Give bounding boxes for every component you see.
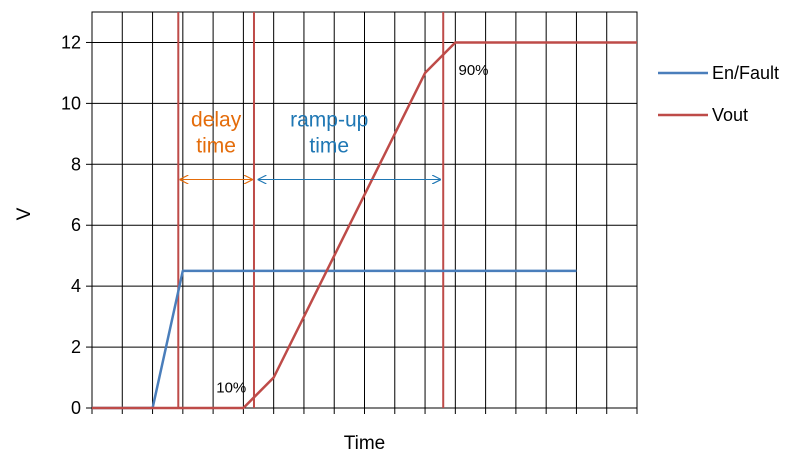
legend-label-vout: Vout <box>712 105 748 125</box>
delay-time-label-line2: time <box>196 135 236 158</box>
annotations: delay time ramp-up time 10% 90% <box>180 62 489 397</box>
series-line-vout <box>92 41 637 410</box>
legend: En/Fault Vout <box>658 63 779 125</box>
y-tick-label: 10 <box>61 93 81 113</box>
y-tick-label: 0 <box>71 398 81 418</box>
series-lines <box>92 41 637 410</box>
ten-percent-label: 10% <box>216 380 246 397</box>
x-gridlines <box>91 12 638 414</box>
y-axis-label: V <box>14 207 35 220</box>
tick-labels: 0 2 4 6 8 10 12 <box>61 32 81 418</box>
y-tick-label: 8 <box>71 154 81 174</box>
plot-border <box>91 11 638 409</box>
ninety-percent-label: 90% <box>458 62 488 79</box>
y-gridlines <box>86 11 638 409</box>
y-tick-label: 12 <box>61 32 81 52</box>
legend-label-en-fault: En/Fault <box>712 63 779 83</box>
ramp-up-time-label-line1: ramp-up <box>290 109 368 132</box>
ramp-up-time-label-line2: time <box>309 135 349 158</box>
delay-time-label-line1: delay <box>191 109 242 132</box>
y-tick-label: 6 <box>71 215 81 235</box>
marker-lines <box>177 12 445 408</box>
x-axis-label: Time <box>344 433 386 454</box>
y-tick-label: 4 <box>71 276 81 296</box>
y-tick-label: 2 <box>71 337 81 357</box>
